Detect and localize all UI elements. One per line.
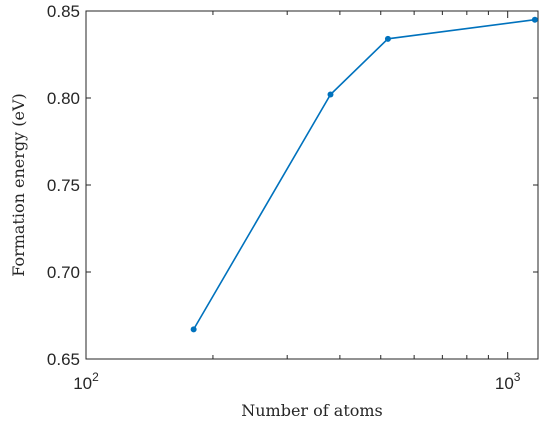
x-tick-label-exponent: 2 [92,370,99,384]
y-axis-title: Formation energy (eV) [9,93,28,277]
y-tick-label: 0.65 [47,350,80,369]
plot-area [85,10,539,360]
y-tick-label: 0.85 [47,2,80,21]
x-tick-label-base: 10 [495,374,514,393]
series-layer [190,16,538,333]
x-tick-label: 102 [73,370,99,393]
data-point [531,16,538,23]
data-point [190,326,197,333]
x-tick-label-base: 10 [73,374,92,393]
x-tick-label: 103 [495,370,521,393]
x-axis-title: Number of atoms [241,401,383,420]
data-point [384,35,391,42]
y-tick-label: 0.70 [47,263,80,282]
series-line [192,18,536,330]
y-tick-label: 0.75 [47,176,80,195]
y-tick-label: 0.80 [47,89,80,108]
data-point [327,91,334,98]
x-tick-label-exponent: 3 [514,370,521,384]
